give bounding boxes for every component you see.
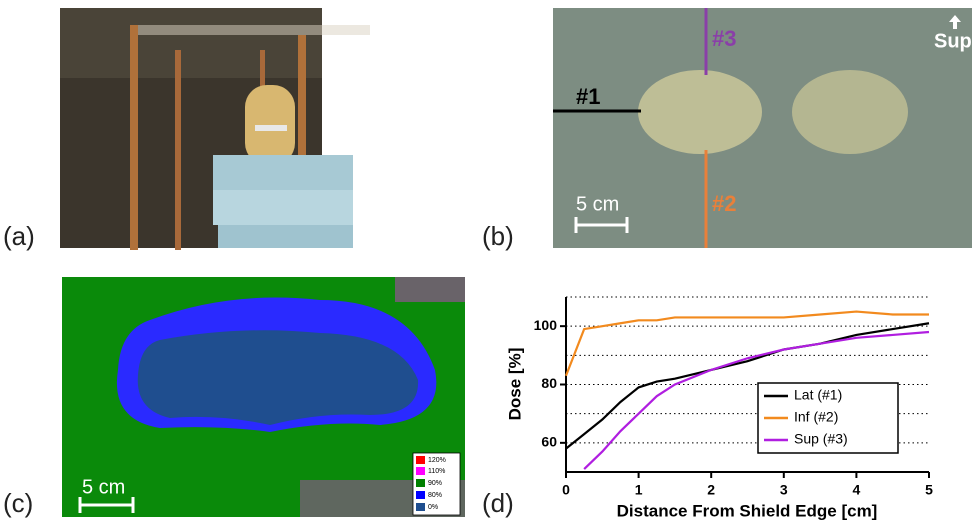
y-tick-label: 60 xyxy=(541,434,557,450)
y-axis-label: Dose [%] xyxy=(505,348,524,421)
x-tick-label: 0 xyxy=(562,482,570,498)
panel-label: (c) xyxy=(3,488,33,518)
y-tick-label: 100 xyxy=(534,317,558,333)
x-axis-label: Distance From Shield Edge [cm] xyxy=(617,501,878,520)
panel-label: (b) xyxy=(482,221,514,251)
x-tick-label: 3 xyxy=(780,482,788,498)
legend-label: 0% xyxy=(428,504,438,511)
data-line xyxy=(566,312,929,376)
legend-label: Sup (#3) xyxy=(794,431,848,447)
annotation: #3 xyxy=(712,26,736,51)
annotation: #1 xyxy=(576,84,600,109)
scale-label: 5 cm xyxy=(576,193,619,215)
legend-label: 120% xyxy=(428,457,446,464)
y-tick-label: 80 xyxy=(541,375,557,391)
x-tick-label: 4 xyxy=(853,482,861,498)
annotation: Sup xyxy=(934,30,972,52)
x-tick-label: 1 xyxy=(635,482,643,498)
x-tick-label: 5 xyxy=(925,482,933,498)
legend-label: 90% xyxy=(428,480,442,487)
legend-label: Lat (#1) xyxy=(794,387,842,403)
figure: (a) #3 Sup #1 5 cm #2 (b) 5 cm 120% 110%… xyxy=(0,0,972,525)
scale-label: 5 cm xyxy=(82,476,125,498)
annotation: #2 xyxy=(712,191,736,216)
panel-label: (a) xyxy=(3,221,35,251)
panel-label: (d) xyxy=(482,488,514,518)
legend-label: 110% xyxy=(428,468,445,475)
legend-label: 80% xyxy=(428,492,442,499)
x-tick-label: 2 xyxy=(707,482,715,498)
legend-label: Inf (#2) xyxy=(794,409,838,425)
photo xyxy=(60,8,370,250)
